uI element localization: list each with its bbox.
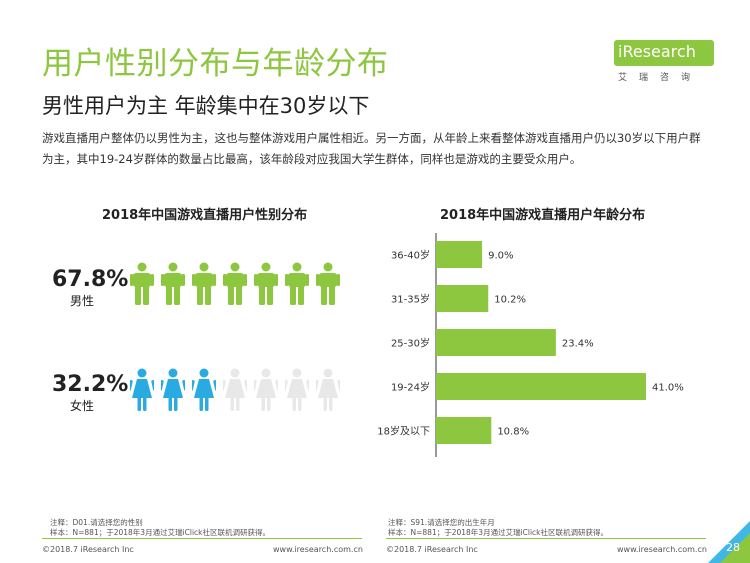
footer-copyright-left: ©2018.7 iResearch Inc bbox=[42, 545, 134, 554]
footer-url-right[interactable]: www.iresearch.com.cn bbox=[617, 545, 707, 554]
male-person-icon bbox=[161, 262, 185, 310]
age-value-label: 10.2% bbox=[494, 295, 526, 306]
female-person-empty-icon bbox=[283, 368, 311, 416]
corner-decoration-green bbox=[720, 533, 750, 563]
male-person-icon bbox=[130, 262, 154, 310]
logo-badge bbox=[614, 40, 714, 66]
right-note-line1: 注释：S91.请选择您的出生年月 bbox=[388, 518, 495, 527]
male-label: 男性 bbox=[70, 294, 95, 308]
age-bar bbox=[436, 329, 556, 356]
logo-subtitle: 艾瑞咨询 bbox=[618, 73, 703, 83]
female-icon-row bbox=[128, 368, 342, 416]
age-bar-chart: 36-40岁 9.0% 31-35岁 10.2% 25-30岁 23.4% 19-24岁 41… bbox=[377, 233, 684, 457]
female-person-empty-icon bbox=[314, 368, 342, 416]
right-note-line2: 样本：N=881；于2018年3月通过艾瑞iClick社区联机调研获得。 bbox=[388, 528, 609, 537]
gender-chart-title: 2018年中国游戏直播用户性别分布 bbox=[102, 208, 308, 223]
age-category-label: 18岁及以下 bbox=[377, 425, 430, 438]
male-person-icon bbox=[316, 262, 340, 310]
age-chart-title: 2018年中国游戏直播用户年龄分布 bbox=[440, 208, 646, 223]
female-person-icon bbox=[190, 368, 218, 416]
footer-divider-left bbox=[42, 538, 362, 539]
male-percent: 67.8% bbox=[52, 267, 129, 292]
age-bar bbox=[436, 373, 646, 400]
age-value-label: 41.0% bbox=[652, 383, 684, 394]
male-person-icon bbox=[192, 262, 216, 310]
female-person-icon bbox=[159, 368, 187, 416]
age-value-label: 9.0% bbox=[488, 251, 513, 262]
left-note-line2: 样本：N=881；于2018年3月通过艾瑞iClick社区联机调研获得。 bbox=[50, 528, 271, 537]
page-title: 用户性别分布与年龄分布 bbox=[42, 46, 389, 82]
female-person-icon bbox=[128, 368, 156, 416]
age-category-label: 19-24岁 bbox=[391, 381, 430, 394]
iresearch-logo: iResearch 艾瑞咨询 bbox=[608, 36, 718, 88]
footer-url-left[interactable]: www.iresearch.com.cn bbox=[273, 545, 363, 554]
male-person-icon bbox=[223, 262, 247, 310]
logo-name: iResearch bbox=[618, 42, 696, 61]
female-percent: 32.2% bbox=[52, 372, 129, 397]
page-description: 游戏直播用户整体仍以男性为主，这也与整体游戏用户属性相近。另一方面，从年龄上来看… bbox=[42, 131, 701, 166]
footer-copyright-right: ©2018.7 iResearch Inc bbox=[386, 545, 478, 554]
age-category-label: 25-30岁 bbox=[391, 337, 430, 350]
male-person-icon bbox=[254, 262, 278, 310]
left-note: 注释：D01.请选择您的性别 样本：N=881；于2018年3月通过艾瑞iCli… bbox=[50, 518, 270, 538]
female-person-empty-icon bbox=[221, 368, 249, 416]
age-value-label: 23.4% bbox=[562, 339, 594, 350]
age-category-label: 31-35岁 bbox=[391, 293, 430, 306]
age-bar bbox=[436, 241, 483, 268]
age-value-label: 10.8% bbox=[497, 427, 529, 438]
age-category-label: 36-40岁 bbox=[391, 249, 430, 262]
left-note-line1: 注释：D01.请选择您的性别 bbox=[50, 518, 143, 527]
page-number: 28 bbox=[726, 541, 740, 554]
male-person-icon bbox=[285, 262, 309, 310]
footer-divider-right bbox=[386, 538, 706, 539]
age-bar bbox=[436, 417, 492, 444]
female-person-empty-icon bbox=[252, 368, 280, 416]
age-bar bbox=[436, 285, 489, 312]
female-label: 女性 bbox=[70, 399, 95, 413]
male-icon-row bbox=[130, 262, 340, 310]
right-note: 注释：S91.请选择您的出生年月 样本：N=881；于2018年3月通过艾瑞iC… bbox=[388, 518, 608, 538]
page-subtitle: 男性用户为主 年龄集中在30岁以下 bbox=[42, 94, 370, 118]
